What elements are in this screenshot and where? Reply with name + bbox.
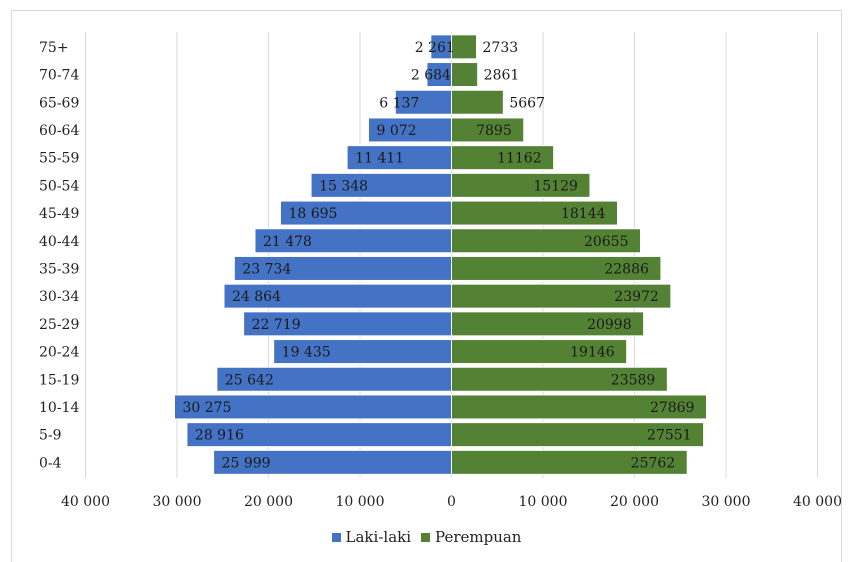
bar-female-55-59 xyxy=(451,145,555,171)
bar-female-15-19 xyxy=(451,366,668,392)
bar-female-0-4 xyxy=(451,449,688,475)
x-tick-label: 40 000 xyxy=(793,494,842,510)
bar-female-35-39 xyxy=(451,255,662,281)
data-label-female: 22886 xyxy=(604,261,649,277)
y-tick-label: 25-29 xyxy=(39,317,79,333)
data-label-male: 21 478 xyxy=(263,234,312,250)
data-label-male: 25 999 xyxy=(222,455,271,471)
bar-male-40-44 xyxy=(254,228,452,254)
data-label-male: 18 695 xyxy=(288,206,337,222)
bar-female-70-74 xyxy=(451,62,479,88)
data-label-female: 5667 xyxy=(509,95,545,111)
chart-border xyxy=(11,10,842,562)
bar-male-15-19 xyxy=(216,366,452,392)
data-label-male: 6 137 xyxy=(379,95,419,111)
bar-male-45-49 xyxy=(279,200,452,226)
bar-female-65-69 xyxy=(451,89,504,115)
data-label-female: 7895 xyxy=(476,123,512,139)
data-label-male: 24 864 xyxy=(232,289,281,305)
bar-male-30-34 xyxy=(223,283,452,309)
legend: Laki-laki Perempuan xyxy=(0,528,853,546)
y-tick-label: 40-44 xyxy=(39,234,79,250)
data-label-male: 30 275 xyxy=(182,400,231,416)
data-label-female: 2861 xyxy=(484,68,520,84)
bar-female-25-29 xyxy=(451,311,645,337)
y-tick-label: 30-34 xyxy=(39,289,79,305)
bar-female-60-64 xyxy=(451,117,525,143)
y-tick-label: 60-64 xyxy=(39,123,79,139)
legend-item-male: Laki-laki xyxy=(331,528,412,546)
bar-male-25-29 xyxy=(243,311,452,337)
x-tick-label: 40 000 xyxy=(61,494,110,510)
bar-female-10-14 xyxy=(451,394,708,420)
bar-female-30-34 xyxy=(451,283,672,309)
bar-male-20-24 xyxy=(273,339,452,365)
data-label-female: 20655 xyxy=(584,234,629,250)
data-label-male: 2 684 xyxy=(411,68,451,84)
bar-male-5-9 xyxy=(186,422,452,448)
y-tick-label: 50-54 xyxy=(39,178,79,194)
data-label-female: 27551 xyxy=(647,428,692,444)
bar-female-40-44 xyxy=(451,228,641,254)
y-tick-label: 35-39 xyxy=(39,261,79,277)
bar-female-50-54 xyxy=(451,172,591,198)
legend-label-male: Laki-laki xyxy=(345,528,412,546)
data-label-female: 15129 xyxy=(533,178,578,194)
data-label-male: 15 348 xyxy=(319,178,368,194)
y-tick-label: 5-9 xyxy=(39,428,62,444)
y-tick-label: 10-14 xyxy=(39,400,79,416)
y-tick-label: 45-49 xyxy=(39,206,79,222)
data-label-male: 11 411 xyxy=(355,151,404,167)
x-tick-label: 30 000 xyxy=(153,494,202,510)
data-label-female: 11162 xyxy=(497,151,542,167)
y-tick-label: 20-24 xyxy=(39,345,79,361)
y-tick-label: 15-19 xyxy=(39,372,79,388)
legend-swatch-female xyxy=(421,532,431,542)
bar-male-35-39 xyxy=(233,255,452,281)
data-label-female: 18144 xyxy=(561,206,606,222)
bar-male-10-14 xyxy=(173,394,452,420)
legend-swatch-male xyxy=(331,532,341,542)
bar-female-20-24 xyxy=(451,339,628,365)
y-tick-label: 70-74 xyxy=(39,68,79,84)
x-tick-label: 10 000 xyxy=(336,494,385,510)
x-tick-label: 10 000 xyxy=(519,494,568,510)
bar-male-50-54 xyxy=(310,172,452,198)
data-label-male: 23 734 xyxy=(242,261,291,277)
bar-male-65-69 xyxy=(394,89,452,115)
data-label-female: 23972 xyxy=(614,289,659,305)
x-tick-label: 20 000 xyxy=(244,494,293,510)
y-tick-label: 55-59 xyxy=(39,151,79,167)
data-label-male: 22 719 xyxy=(252,317,301,333)
bar-female-5-9 xyxy=(451,422,705,448)
data-label-male: 25 642 xyxy=(225,372,274,388)
bar-male-60-64 xyxy=(367,117,453,143)
x-tick-label: 30 000 xyxy=(702,494,751,510)
data-label-female: 2733 xyxy=(483,40,519,56)
data-label-female: 25762 xyxy=(631,455,676,471)
legend-item-female: Perempuan xyxy=(421,528,521,546)
bar-female-45-49 xyxy=(451,200,619,226)
data-label-male: 2 261 xyxy=(415,40,455,56)
data-label-female: 19146 xyxy=(570,345,615,361)
data-label-male: 19 435 xyxy=(282,345,331,361)
data-label-female: 23589 xyxy=(611,372,656,388)
x-tick-label: 0 xyxy=(447,494,456,510)
bar-male-70-74 xyxy=(426,62,453,88)
y-tick-label: 0-4 xyxy=(39,455,62,471)
legend-label-female: Perempuan xyxy=(435,528,522,546)
y-tick-label: 75+ xyxy=(39,40,69,56)
x-tick-label: 20 000 xyxy=(610,494,659,510)
data-label-male: 9 072 xyxy=(376,123,416,139)
bar-female-75+ xyxy=(451,34,478,60)
data-label-female: 20998 xyxy=(587,317,632,333)
y-tick-label: 65-69 xyxy=(39,95,79,111)
data-label-male: 28 916 xyxy=(195,428,244,444)
data-label-female: 27869 xyxy=(650,400,695,416)
